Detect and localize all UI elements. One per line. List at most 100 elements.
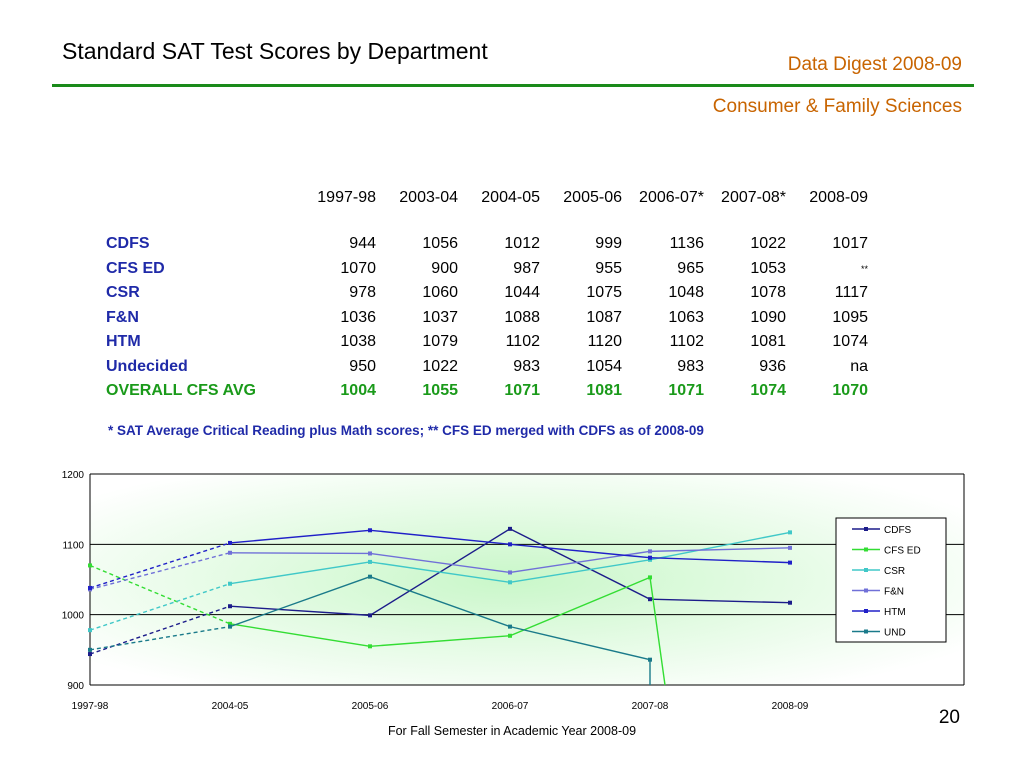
spacer [104, 211, 296, 232]
series-segment [89, 583, 231, 631]
table-cell: 900 [431, 259, 458, 277]
column-header: 1997-98 [317, 189, 376, 206]
column-header: 2005-06 [563, 189, 622, 206]
table-row: CSR 978 1060 1044 1075 1048 1078 1117 [104, 281, 870, 306]
y-tick-label: 1000 [62, 611, 85, 622]
data-point [368, 644, 372, 649]
table-row: Undecided 950 1022 983 1054 983 936 na [104, 355, 870, 380]
series-segment [369, 561, 511, 584]
department-label: Consumer & Family Sciences [712, 96, 962, 117]
legend-marker [864, 527, 868, 531]
table-row: CDFS 944 1056 1012 999 1136 1022 1017 [104, 232, 870, 257]
data-point [88, 628, 92, 633]
legend-marker [864, 588, 868, 593]
header-rule [52, 84, 974, 87]
data-point [228, 550, 232, 555]
series-htm [88, 528, 792, 590]
data-point [508, 580, 512, 585]
data-point [228, 581, 232, 586]
table-row: F&N 1036 1037 1088 1087 1063 1090 1095 [104, 306, 870, 331]
data-point [228, 621, 232, 626]
data-point [88, 563, 92, 568]
series-segment [229, 576, 371, 628]
data-point [788, 600, 792, 605]
legend-label: CSR [884, 566, 905, 577]
data-point [368, 613, 372, 618]
series-segment [229, 623, 371, 648]
legend-marker [864, 629, 868, 634]
x-tick-label: 2006-07 [492, 701, 529, 712]
table-cell: 1136 [669, 235, 704, 253]
spacer [378, 211, 460, 232]
table-cell: 1079 [422, 333, 458, 351]
table-cell: 1088 [504, 308, 540, 326]
row-label: HTM [106, 333, 141, 351]
table-average-row: OVERALL CFS AVG 1004 1055 1071 1081 1071 1074 1… [104, 379, 870, 404]
x-tick-label: 2004-05 [212, 701, 249, 712]
data-point [88, 652, 92, 657]
table-row: HTM 1038 1079 1102 1120 1102 1081 1074 [104, 330, 870, 355]
data-point [788, 530, 792, 535]
data-point [88, 647, 92, 652]
data-point [508, 526, 512, 531]
row-label: Undecided [106, 357, 188, 375]
series-und [88, 574, 652, 685]
legend-marker [864, 568, 868, 572]
table-cell: 1053 [750, 259, 786, 277]
legend-label: UND [884, 628, 906, 639]
table-cell: 1038 [340, 333, 376, 351]
column-header: 2008-09 [809, 189, 868, 206]
series-segment [649, 577, 666, 686]
data-point [508, 624, 512, 629]
x-tick-label: 1997-98 [72, 701, 109, 712]
table-cell: 983 [513, 357, 540, 375]
spacer [296, 211, 378, 232]
legend-label: HTM [884, 607, 906, 618]
series-segment [89, 542, 231, 589]
series-segment [229, 529, 371, 544]
table-cell: 1017 [832, 235, 868, 253]
series-segment [89, 564, 231, 625]
data-point [88, 585, 92, 590]
series-cfs-ed [88, 563, 666, 686]
data-point [368, 528, 372, 533]
table-cell: 1036 [340, 308, 376, 326]
digest-label: Data Digest 2008-09 [787, 54, 962, 75]
table-cell: 987 [513, 259, 540, 277]
data-point [508, 542, 512, 547]
row-label: F&N [106, 308, 139, 326]
data-point [648, 575, 652, 580]
table-cell: 1117 [834, 284, 868, 302]
series-segment [229, 605, 371, 617]
spacer [788, 211, 870, 232]
legend-label: CDFS [884, 525, 912, 536]
scores-table: 1997-98 2003-04 2004-05 2005-06 2006-07* 2007… [104, 185, 870, 404]
table-cell: ** [860, 263, 868, 274]
x-tick-label: 2005-06 [352, 701, 389, 712]
spacer [542, 211, 624, 232]
series-segment [509, 576, 651, 637]
series-segment [369, 529, 511, 546]
data-point [648, 597, 652, 602]
header-corner [104, 185, 296, 211]
data-point [508, 633, 512, 638]
table-cell: 1075 [586, 284, 622, 302]
series-segment [649, 531, 791, 561]
footnote: * SAT Average Critical Reading plus Math… [108, 423, 704, 438]
row-label: CDFS [106, 235, 150, 253]
data-point [788, 545, 792, 550]
table-cell: 1070 [340, 259, 376, 277]
table-spacer-row [104, 211, 870, 232]
table-cell: 1102 [505, 333, 540, 351]
data-point [648, 555, 652, 560]
series-segment [509, 625, 651, 661]
series-segment [649, 547, 791, 553]
table-cell: 1087 [586, 308, 622, 326]
series-segment [509, 543, 651, 559]
series-segment [369, 635, 511, 648]
column-header: 2007-08* [721, 189, 786, 206]
table-cell: 983 [677, 357, 704, 375]
table-cell: 950 [349, 357, 376, 375]
average-cell: 1071 [504, 382, 540, 400]
data-point [648, 657, 652, 662]
